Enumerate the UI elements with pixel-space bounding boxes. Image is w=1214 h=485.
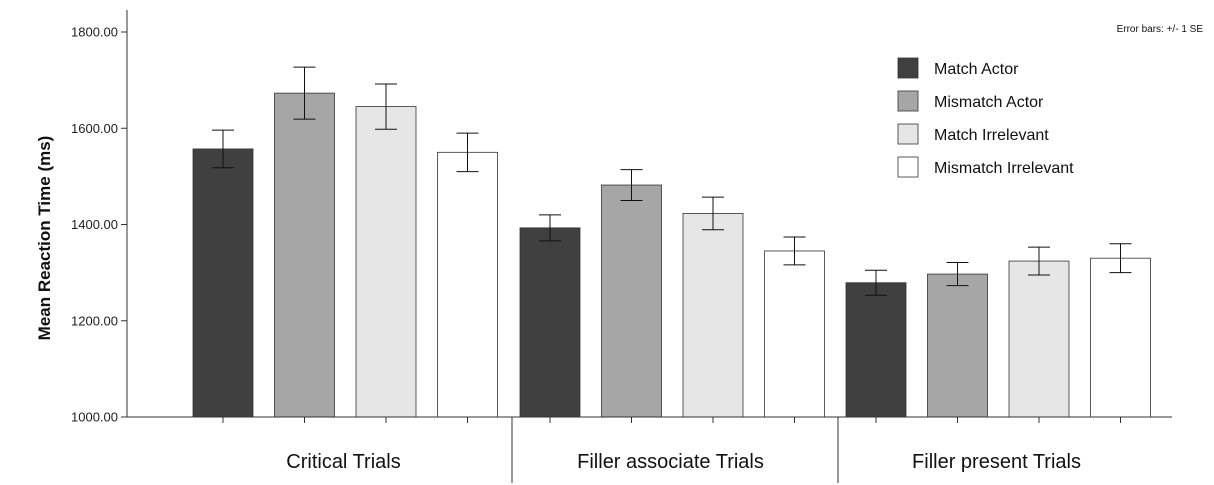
y-tick-label: 1800.00 xyxy=(71,25,118,40)
x-axis: Critical Trials Filler associate Trials Fi… xyxy=(127,416,1172,483)
bar xyxy=(355,106,417,418)
y-tick-label: 1600.00 xyxy=(71,121,118,136)
bar xyxy=(437,151,498,418)
bar xyxy=(764,250,825,418)
legend-label: Mismatch Irrelevant xyxy=(934,160,1074,177)
y-tick-label: 1000.00 xyxy=(71,410,118,425)
legend-label: Match Actor xyxy=(934,61,1019,78)
bar xyxy=(274,92,335,418)
legend-swatch xyxy=(897,90,919,112)
bar xyxy=(1090,257,1151,418)
legend-label: Match Irrelevant xyxy=(934,127,1049,144)
legend: Match Actor Mismatch Actor Match Irrelevan… xyxy=(897,57,1074,178)
category-label: Critical Trials xyxy=(286,451,400,473)
category-label: Filler associate Trials xyxy=(577,451,764,473)
y-axis-label: Mean Reaction Time (ms) xyxy=(35,136,54,341)
bar xyxy=(601,184,662,418)
y-axis: 1000.00 1200.00 1400.00 1600.00 1800.00 xyxy=(71,10,128,425)
bar xyxy=(192,148,254,418)
bar xyxy=(927,273,988,418)
y-tick-label: 1200.00 xyxy=(71,313,118,328)
legend-swatch xyxy=(897,156,919,178)
legend-swatch xyxy=(897,123,919,145)
error-bar-note: Error bars: +/- 1 SE xyxy=(1117,24,1204,35)
y-tick-label: 1400.00 xyxy=(71,217,118,232)
bar xyxy=(519,227,581,418)
legend-label: Mismatch Actor xyxy=(934,94,1044,111)
bar xyxy=(682,213,744,418)
bars xyxy=(192,66,1151,418)
legend-swatch xyxy=(897,57,919,79)
bar xyxy=(845,282,907,418)
bar xyxy=(1008,260,1070,418)
category-label: Filler present Trials xyxy=(912,451,1081,473)
